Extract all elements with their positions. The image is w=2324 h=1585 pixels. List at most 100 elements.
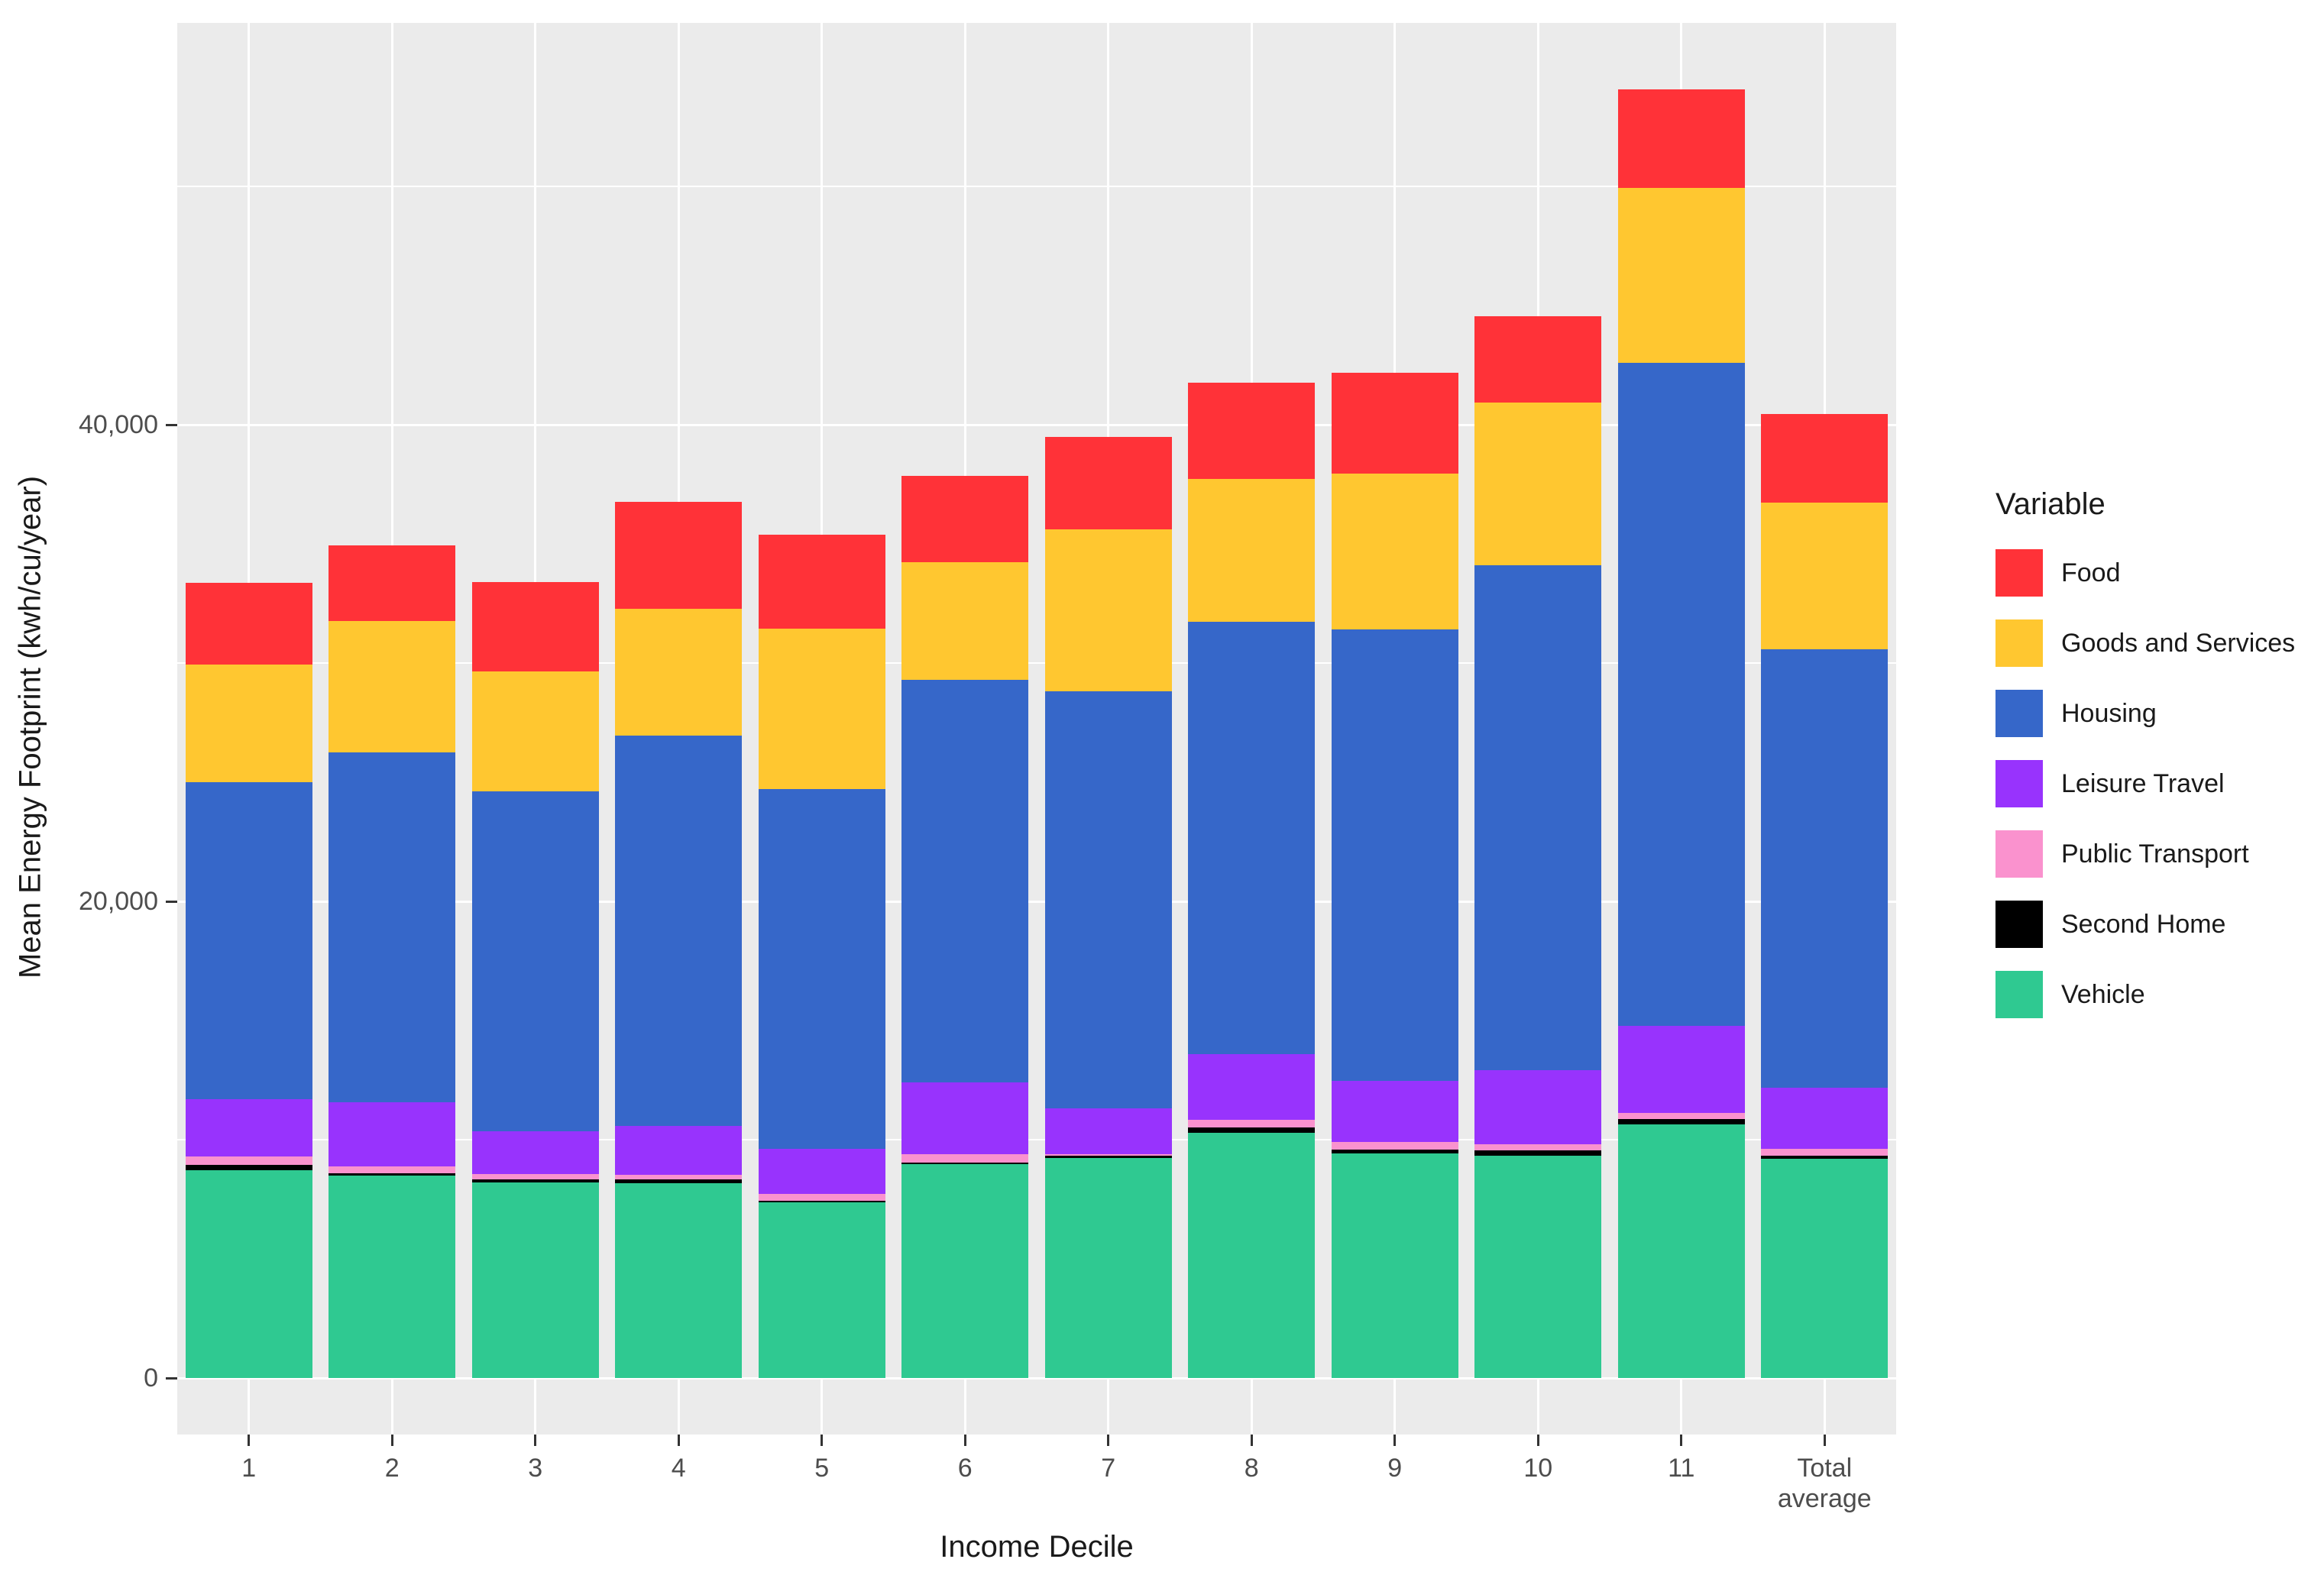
segment-food	[1044, 436, 1172, 529]
segment-second-home	[1188, 1127, 1316, 1134]
x-tickmark	[1250, 1435, 1253, 1446]
segment-public-transport	[329, 1166, 456, 1174]
major-gridline	[177, 900, 1896, 903]
segment-second-home	[1474, 1150, 1602, 1156]
segment-leisure-travel	[1188, 1054, 1316, 1121]
segment-second-home	[1044, 1156, 1172, 1159]
segment-food	[615, 502, 743, 609]
segment-goods-and-services	[615, 608, 743, 736]
segment-housing	[901, 680, 1029, 1083]
x-tickmark	[821, 1435, 824, 1446]
y-tick-label: 40,000	[79, 410, 158, 440]
segment-leisure-travel	[471, 1131, 599, 1174]
segment-housing	[471, 791, 599, 1132]
segment-housing	[758, 789, 885, 1150]
segment-second-home	[1617, 1119, 1745, 1125]
y-tick-label: 20,000	[79, 887, 158, 917]
bar-10	[1467, 23, 1610, 1435]
bar-7	[1037, 23, 1180, 1435]
legend-label: Goods and Services	[2061, 629, 2296, 658]
segment-leisure-travel	[1474, 1069, 1602, 1144]
x-tickmark	[390, 1435, 393, 1446]
segment-vehicle	[1331, 1153, 1458, 1379]
segment-leisure-travel	[615, 1125, 743, 1176]
x-tickmark	[1393, 1435, 1397, 1446]
segment-food	[1761, 414, 1889, 503]
segment-food	[1474, 316, 1602, 403]
bar-5	[750, 23, 894, 1435]
segment-goods-and-services	[1474, 403, 1602, 565]
x-tick-label: 3	[528, 1454, 543, 1483]
segment-housing	[329, 752, 456, 1103]
legend-item-housing: Housing	[1995, 690, 2316, 737]
segment-vehicle	[758, 1202, 885, 1379]
bar-1	[177, 23, 321, 1435]
x-tick-label: Total average	[1777, 1454, 1872, 1513]
legend: Variable Food Goods and Services Housing Le…	[1995, 487, 2316, 1041]
segment-public-transport	[1188, 1120, 1316, 1128]
segment-goods-and-services	[471, 671, 599, 791]
segment-public-transport	[471, 1174, 599, 1180]
x-tick-label: 10	[1523, 1454, 1553, 1483]
y-tick-label: 0	[144, 1363, 158, 1393]
segment-leisure-travel	[329, 1102, 456, 1167]
x-tickmark	[1680, 1435, 1683, 1446]
segment-goods-and-services	[758, 629, 885, 790]
segment-housing	[1331, 629, 1458, 1081]
x-tick-label: 6	[957, 1454, 973, 1483]
segment-food	[471, 582, 599, 671]
minor-gridline	[177, 662, 1896, 665]
segment-leisure-travel	[1044, 1108, 1172, 1155]
segment-second-home	[1761, 1156, 1889, 1160]
segment-vehicle	[185, 1170, 312, 1379]
legend-label: Housing	[2061, 699, 2157, 728]
legend-item-second-home: Second Home	[1995, 901, 2316, 948]
x-tick-label: 7	[1101, 1454, 1116, 1483]
segment-goods-and-services	[1761, 503, 1889, 649]
segment-second-home	[185, 1165, 312, 1170]
major-gridline	[177, 423, 1896, 426]
segment-food	[329, 545, 456, 622]
minor-gridline	[177, 1139, 1896, 1141]
segment-public-transport	[901, 1154, 1029, 1163]
legend-key-swatch	[1995, 690, 2043, 737]
legend-label: Public Transport	[2061, 839, 2249, 869]
x-axis-title: Income Decile	[940, 1530, 1134, 1564]
segment-housing	[1474, 565, 1602, 1070]
segment-second-home	[329, 1173, 456, 1176]
segment-vehicle	[1474, 1155, 1602, 1379]
y-tickmark	[166, 900, 177, 903]
legend-item-public-transport: Public Transport	[1995, 830, 2316, 878]
x-tick-label: 2	[384, 1454, 400, 1483]
bar-2	[321, 23, 464, 1435]
segment-second-home	[471, 1179, 599, 1183]
x-tick-label: 4	[671, 1454, 686, 1483]
segment-food	[1331, 373, 1458, 474]
legend-key-swatch	[1995, 901, 2043, 948]
segment-goods-and-services	[1617, 188, 1745, 363]
bar-9	[1323, 23, 1467, 1435]
legend-rows: Food Goods and Services Housing Leisure Tra…	[1995, 549, 2316, 1018]
segment-vehicle	[1044, 1158, 1172, 1379]
legend-label: Vehicle	[2061, 980, 2145, 1009]
segment-food	[1617, 89, 1745, 189]
segment-vehicle	[1617, 1124, 1745, 1379]
legend-item-leisure-travel: Leisure Travel	[1995, 760, 2316, 807]
legend-item-vehicle: Vehicle	[1995, 971, 2316, 1018]
x-tickmark	[1107, 1435, 1110, 1446]
legend-label: Second Home	[2061, 910, 2226, 939]
x-tick-label: 8	[1244, 1454, 1259, 1483]
segment-goods-and-services	[1044, 529, 1172, 692]
segment-goods-and-services	[1188, 479, 1316, 623]
x-tick-label: 9	[1387, 1454, 1403, 1483]
segment-housing	[615, 735, 743, 1126]
legend-item-goods-and-services: Goods and Services	[1995, 619, 2316, 667]
segment-public-transport	[1044, 1154, 1172, 1156]
segment-public-transport	[1761, 1149, 1889, 1156]
x-tickmark	[1536, 1435, 1539, 1446]
bar-6	[894, 23, 1037, 1435]
segment-goods-and-services	[1331, 474, 1458, 630]
y-tickmark	[166, 1376, 177, 1380]
segment-leisure-travel	[1617, 1026, 1745, 1114]
